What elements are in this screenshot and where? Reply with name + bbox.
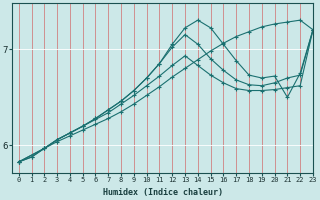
X-axis label: Humidex (Indice chaleur): Humidex (Indice chaleur) bbox=[103, 188, 223, 197]
